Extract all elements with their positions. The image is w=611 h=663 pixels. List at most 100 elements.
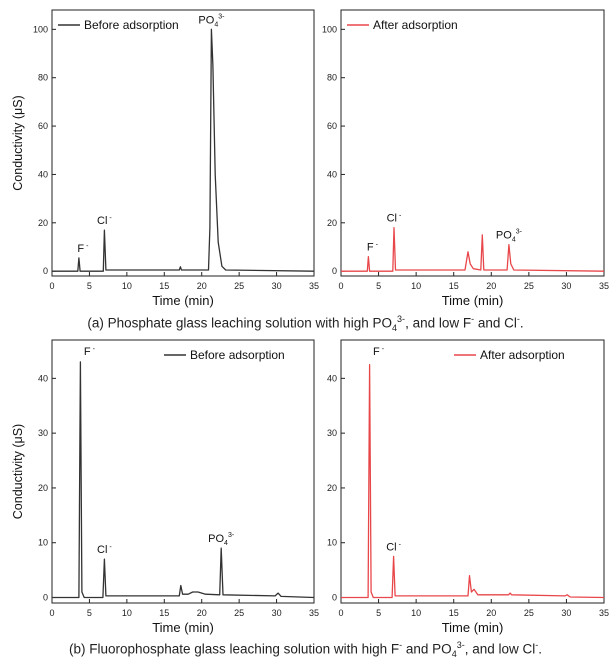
peak-label: F- bbox=[77, 243, 89, 255]
caption-b: (b) Fluorophosphate glass leaching solut… bbox=[0, 640, 611, 659]
y-tick-label: 40 bbox=[327, 169, 337, 179]
plot-frame bbox=[51, 9, 315, 277]
x-tick-label: 20 bbox=[486, 608, 496, 618]
caption-b-mid2: , and low Cl bbox=[464, 641, 536, 657]
y-tick-label: 0 bbox=[43, 593, 48, 603]
peak-label-sup: - bbox=[109, 544, 112, 551]
peak-label: Cl - bbox=[97, 544, 112, 556]
peak-label-sub: 4 bbox=[512, 237, 516, 244]
x-tick-label: 20 bbox=[197, 608, 207, 618]
series-line bbox=[341, 226, 605, 272]
y-tick-label: 100 bbox=[322, 24, 337, 34]
plot-frame bbox=[51, 339, 315, 604]
peak-label: F- bbox=[367, 242, 379, 254]
x-tick-label: 10 bbox=[122, 281, 132, 291]
y-tick-label: 0 bbox=[332, 266, 337, 276]
caption-a-mid2: and Cl bbox=[474, 315, 517, 331]
caption-a-mid1: , and low F bbox=[405, 315, 472, 331]
peak-label-sup: 3- bbox=[516, 229, 523, 236]
caption-a-sup1: 3- bbox=[397, 314, 406, 324]
x-tick-label: 35 bbox=[599, 281, 609, 291]
x-tick-label: 30 bbox=[561, 281, 571, 291]
y-tick-label: 100 bbox=[33, 24, 48, 34]
caption-b-sup1: - bbox=[399, 640, 403, 650]
x-tick-label: 20 bbox=[486, 281, 496, 291]
peak-label-main: PO bbox=[496, 230, 512, 242]
y-tick-label: 40 bbox=[38, 373, 48, 383]
caption-a-end: . bbox=[519, 315, 524, 331]
legend-label: After adsorption bbox=[373, 18, 458, 32]
caption-a-sup3: - bbox=[516, 314, 520, 324]
peak-label-main: F bbox=[77, 243, 84, 255]
peak-label-sub: 4 bbox=[224, 540, 228, 547]
peak-label-main: PO bbox=[198, 14, 214, 26]
caption-b-end: . bbox=[538, 641, 543, 657]
y-tick-label: 30 bbox=[38, 428, 48, 438]
peak-label-main: Cl bbox=[386, 541, 396, 553]
peak-label-main: Cl bbox=[97, 215, 107, 227]
peak-label: Cl - bbox=[387, 213, 402, 225]
x-tick-label: 15 bbox=[159, 281, 169, 291]
x-axis-label: Time (min) bbox=[442, 620, 504, 635]
panel-b-right: 0 5 10 15 20 25 30 35 0 10 20 30 40 Time (min) After a… bbox=[327, 339, 609, 635]
legend-label: After adsorption bbox=[480, 348, 565, 362]
peak-label-sup: - bbox=[93, 346, 96, 353]
x-tick-label: 30 bbox=[561, 608, 571, 618]
y-axis-label: Conductivity (μS) bbox=[11, 95, 25, 190]
legend-label: Before adsorption bbox=[84, 18, 179, 32]
x-tick-label: 0 bbox=[49, 608, 54, 618]
y-tick-label: 20 bbox=[38, 218, 48, 228]
x-tick-label: 25 bbox=[524, 281, 534, 291]
legend-label: Before adsorption bbox=[190, 348, 285, 362]
panel-a-right: 0 5 10 15 20 25 30 35 0 20 40 60 80 100 Time (min) Afte… bbox=[322, 9, 609, 308]
x-tick-label: 35 bbox=[309, 281, 319, 291]
series-line bbox=[52, 28, 315, 272]
x-tick-label: 35 bbox=[599, 608, 609, 618]
x-tick-label: 10 bbox=[411, 608, 421, 618]
x-tick-label: 20 bbox=[197, 281, 207, 291]
peak-label: Cl - bbox=[97, 215, 112, 227]
x-tick-label: 0 bbox=[49, 281, 54, 291]
y-tick-label: 10 bbox=[38, 538, 48, 548]
caption-b-sup2: 3- bbox=[456, 640, 465, 650]
y-tick-label: 0 bbox=[332, 593, 337, 603]
peak-label-main: F bbox=[373, 346, 380, 358]
x-axis-label: Time (min) bbox=[152, 620, 214, 635]
peak-label-sup: - bbox=[109, 215, 112, 222]
x-tick-label: 5 bbox=[87, 281, 92, 291]
peak-label-sup: 3- bbox=[228, 532, 235, 539]
x-tick-label: 10 bbox=[411, 281, 421, 291]
y-tick-label: 80 bbox=[327, 73, 337, 83]
peak-label-main: F bbox=[367, 242, 374, 254]
plot-frame bbox=[340, 339, 605, 604]
x-tick-label: 15 bbox=[449, 608, 459, 618]
x-tick-label: 30 bbox=[272, 281, 282, 291]
series-line bbox=[341, 364, 605, 599]
caption-b-pre: (b) Fluorophosphate glass leaching solut… bbox=[68, 641, 400, 657]
x-tick-label: 15 bbox=[449, 281, 459, 291]
peak-label-sup: - bbox=[382, 346, 385, 353]
y-axis-label: Conductivity (μS) bbox=[11, 424, 25, 519]
x-tick-label: 25 bbox=[234, 608, 244, 618]
caption-a-pre: (a) Phosphate glass leaching solution wi… bbox=[87, 315, 393, 331]
peak-label-main: Cl bbox=[387, 213, 397, 225]
peak-label-main: PO bbox=[208, 533, 224, 545]
x-axis-label: Time (min) bbox=[152, 293, 214, 308]
caption-a-sup2: - bbox=[471, 314, 475, 324]
x-axis-label: Time (min) bbox=[442, 293, 504, 308]
y-tick-label: 30 bbox=[327, 428, 337, 438]
peak-label: PO43- bbox=[198, 13, 225, 28]
x-tick-label: 5 bbox=[87, 608, 92, 618]
y-tick-label: 0 bbox=[43, 266, 48, 276]
peak-label: Cl - bbox=[386, 541, 401, 553]
y-tick-label: 20 bbox=[327, 483, 337, 493]
peak-label: PO43- bbox=[496, 229, 523, 244]
panel-a-left: 0 5 10 15 20 25 30 35 0 20 40 60 80 100 Time (min) Cond… bbox=[11, 9, 319, 308]
peak-label: F- bbox=[373, 346, 385, 358]
peak-label: F- bbox=[84, 346, 96, 358]
y-tick-label: 20 bbox=[327, 218, 337, 228]
y-tick-label: 80 bbox=[38, 73, 48, 83]
y-tick-label: 40 bbox=[38, 169, 48, 179]
peak-label-sup: - bbox=[86, 243, 89, 250]
x-tick-label: 5 bbox=[376, 608, 381, 618]
